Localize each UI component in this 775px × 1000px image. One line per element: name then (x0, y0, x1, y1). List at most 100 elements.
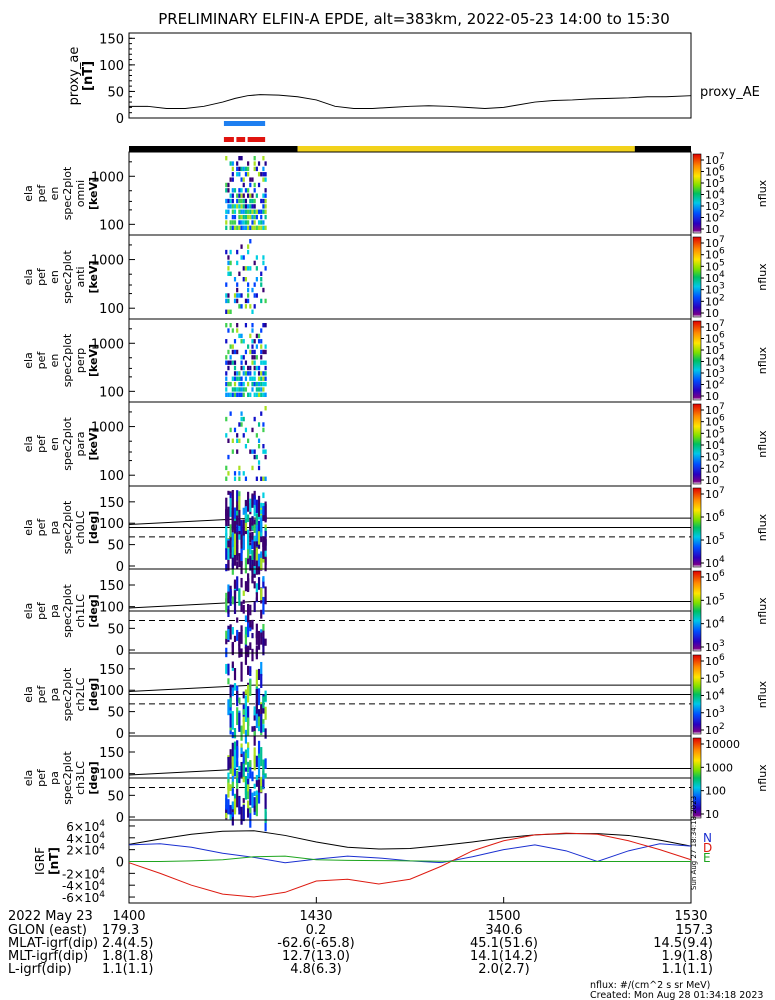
orbit-bar-segment (634, 146, 691, 152)
spectrogram-pixel (249, 392, 252, 397)
spectrogram-pixel (260, 349, 263, 355)
ephemeris-value: 4.8(6.3) (290, 962, 342, 977)
spectrogram-pixel (251, 726, 254, 732)
spectrogram-pixel (233, 749, 237, 769)
spectrogram-pixel (242, 599, 245, 604)
spectrogram-pixel (231, 801, 234, 810)
spectrogram-pixel (249, 788, 252, 806)
spectrogram-pixel (225, 282, 228, 287)
spectrogram-pixel (244, 209, 248, 214)
colorbar-tick-label-en_perp: 106 (705, 331, 725, 346)
igrf-tick-label-base: -4×10 (62, 879, 99, 893)
colorbar-tick-label-en_para-exp: 6 (719, 414, 725, 424)
spectrogram-pixel (244, 387, 248, 392)
spectrogram-pixel (227, 782, 230, 798)
spectrogram-pixel (240, 381, 243, 387)
spectrogram-pixel (225, 416, 228, 422)
science-zone-bar-red (236, 137, 246, 142)
spectrogram-pixel (227, 360, 230, 365)
spectrogram-pixel (262, 580, 265, 587)
spectrogram-pixel (236, 490, 239, 502)
spectrogram-pixel (247, 717, 250, 736)
spectrogram-pixel (255, 333, 258, 339)
spectrogram-pixel (240, 661, 243, 682)
spectrogram-pixel (249, 239, 252, 244)
spectrogram-pixel (225, 220, 228, 225)
spectrogram-pixel (244, 371, 248, 376)
spectrogram-pixel (229, 204, 232, 209)
spectrogram-pixel (236, 515, 239, 525)
spectrogram-pixel (236, 225, 239, 230)
panel-ylabel-pa_ch1LC: ch1LC (74, 594, 87, 628)
spectrogram-pixel (238, 521, 241, 532)
spectrogram-pixel (260, 225, 263, 230)
spectrogram-pixel (255, 255, 258, 260)
spectrogram-pixel (247, 188, 250, 193)
spectrogram-pixel (225, 293, 228, 298)
spectrogram-pixel (229, 492, 232, 502)
colorbar-tick-label-en_omni-exp: 5 (719, 175, 725, 185)
spectrogram-pixel (238, 271, 241, 276)
spectrogram-pixel (253, 304, 256, 309)
colorbar-tick-label-pa_ch1LC-base: 10 (705, 594, 719, 607)
spectrogram-pixel (244, 220, 248, 225)
spectrogram-pixel (231, 812, 234, 817)
spectrogram-pixel (255, 214, 258, 220)
spectrogram-pixel (264, 638, 267, 646)
spectrogram-pixel (225, 647, 228, 658)
spectrogram-pixel (238, 204, 241, 209)
panel-tick-label-pa_ch0LC: 0 (116, 560, 124, 575)
spectrogram-pixel (240, 204, 243, 209)
spectrogram-pixel (260, 355, 263, 360)
spectrogram-pixel (231, 532, 234, 548)
colorbar-tick-label-en_perp-base: 10 (705, 321, 719, 334)
spectrogram-pixel (247, 344, 250, 349)
panel-ylabel-en_omni: en (48, 187, 61, 201)
spectrogram-pixel (233, 683, 237, 691)
spectrogram-pixel (262, 696, 265, 709)
spectrogram-pixel (244, 557, 248, 574)
spectrogram-pixel (249, 193, 252, 198)
spectrogram-pixel (225, 214, 228, 220)
spectrogram-pixel (253, 573, 256, 578)
colorbar-tick-label-en_para-exp: 7 (719, 402, 725, 412)
igrf-tick-label: 6×104 (66, 819, 105, 834)
spectrogram-pixel (251, 524, 254, 531)
spectrogram-pixels-pa_ch3LC (225, 740, 267, 832)
colorbar-label-en_anti: nflux (756, 263, 769, 291)
spectrogram-pixel (231, 193, 234, 198)
spectrogram-pixel (255, 365, 258, 371)
colorbar-tick-label-pa_ch0LC-base: 10 (705, 488, 719, 501)
igrf-tick-label: 0 (116, 856, 124, 871)
spectrogram-pixel (262, 349, 265, 355)
spectrogram-pixel (257, 182, 261, 188)
spectrogram-pixel (225, 376, 228, 381)
spectrogram-pixel (257, 438, 261, 443)
panel-ylabel-pa_ch2LC: ch2LC (74, 677, 87, 711)
spectrogram-pixel (255, 774, 258, 781)
spectrogram-pixel (240, 629, 243, 644)
spectrogram-pixel (238, 392, 241, 397)
spectrogram-pixel (264, 360, 267, 365)
spectrogram-pixel (249, 545, 252, 555)
proxy-ae-tick-label: 0 (116, 112, 124, 127)
spectrogram-pixel (253, 260, 256, 266)
colorbar-tick-label-pa_ch2LC-base: 10 (705, 724, 719, 737)
spectrogram-pixel (262, 381, 265, 387)
proxy-ae-series-label: proxy_AE (700, 85, 760, 100)
spectrogram-pixel (242, 691, 245, 699)
spectrogram-pixel (247, 800, 250, 810)
spectrogram-pixel (264, 323, 267, 328)
spectrogram-pixel (242, 220, 245, 225)
colorbar-tick-label-pa_ch2LC-base: 10 (705, 655, 719, 668)
spectrogram-pixel (233, 339, 237, 344)
spectrogram-pixel (249, 333, 252, 339)
spectrogram-pixel (249, 670, 252, 677)
colorbar-tick-label-en_anti: 10 (705, 307, 719, 320)
igrf-series-D (128, 832, 692, 898)
panel-frame-en_anti (128, 234, 692, 320)
spectrogram-pixel (229, 323, 232, 328)
spectrogram-pixel (249, 807, 252, 814)
spectrogram-pixel (247, 684, 250, 703)
spectrogram-pixel (233, 635, 237, 643)
